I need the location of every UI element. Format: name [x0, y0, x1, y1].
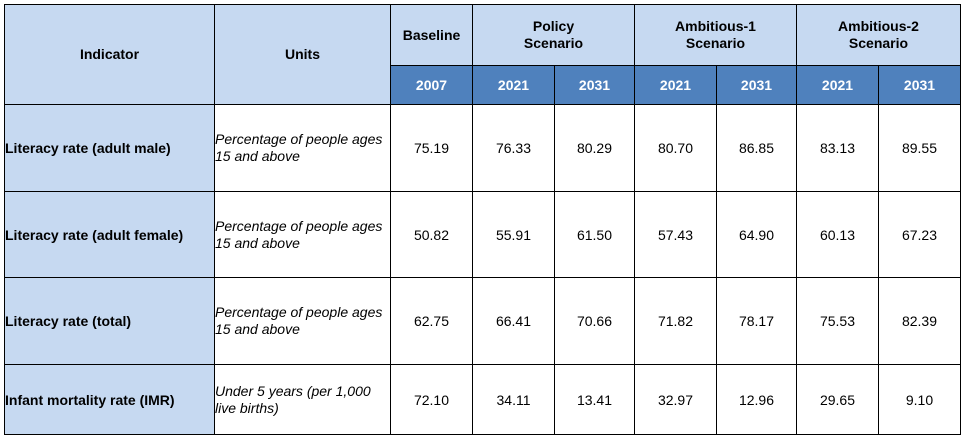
year-header-ambitious2-2021: 2021 — [796, 65, 879, 105]
ambitious-2-scenario-header: Ambitious-2 Scenario — [796, 4, 961, 66]
indicator-cell: Literacy rate (total) — [4, 277, 215, 365]
units-header: Units — [214, 4, 391, 105]
value-cell: 29.65 — [796, 364, 879, 435]
policy-scenario-header: Policy Scenario — [472, 4, 635, 66]
indicator-cell: Literacy rate (adult female) — [4, 191, 215, 278]
value-cell: 82.39 — [878, 277, 961, 365]
year-header-policy-2021: 2021 — [472, 65, 555, 105]
units-cell: Under 5 years (per 1,000 live births) — [214, 364, 391, 435]
value-cell: 55.91 — [472, 191, 555, 278]
units-cell: Percentage of people ages 15 and above — [214, 104, 391, 192]
value-cell: 50.82 — [390, 191, 473, 278]
indicator-table: Indicator Units Baseline Policy Scenario… — [4, 4, 961, 435]
table-row: Infant mortality rate (IMR) Under 5 year… — [4, 364, 961, 435]
value-cell: 76.33 — [472, 104, 555, 192]
ambitious-2-scenario-label: Ambitious-2 Scenario — [838, 18, 919, 51]
indicator-cell: Infant mortality rate (IMR) — [4, 364, 215, 435]
value-cell: 83.13 — [796, 104, 879, 192]
units-cell: Percentage of people ages 15 and above — [214, 191, 391, 278]
year-header-ambitious1-2021: 2021 — [634, 65, 717, 105]
year-header-ambitious1-2031: 2031 — [716, 65, 797, 105]
value-cell: 80.70 — [634, 104, 717, 192]
value-cell: 12.96 — [716, 364, 797, 435]
value-cell: 70.66 — [554, 277, 635, 365]
year-header-ambitious2-2031: 2031 — [878, 65, 961, 105]
value-cell: 13.41 — [554, 364, 635, 435]
table-row: Literacy rate (total) Percentage of peop… — [4, 277, 961, 365]
baseline-header: Baseline — [390, 4, 473, 66]
year-header-policy-2031: 2031 — [554, 65, 635, 105]
units-cell: Percentage of people ages 15 and above — [214, 277, 391, 365]
value-cell: 67.23 — [878, 191, 961, 278]
value-cell: 62.75 — [390, 277, 473, 365]
value-cell: 71.82 — [634, 277, 717, 365]
table-row: Literacy rate (adult male) Percentage of… — [4, 104, 961, 192]
value-cell: 66.41 — [472, 277, 555, 365]
indicator-cell: Literacy rate (adult male) — [4, 104, 215, 192]
value-cell: 80.29 — [554, 104, 635, 192]
value-cell: 86.85 — [716, 104, 797, 192]
ambitious-1-scenario-label: Ambitious-1 Scenario — [675, 18, 756, 51]
value-cell: 57.43 — [634, 191, 717, 278]
policy-scenario-label: Policy Scenario — [523, 18, 584, 51]
value-cell: 9.10 — [878, 364, 961, 435]
value-cell: 32.97 — [634, 364, 717, 435]
value-cell: 64.90 — [716, 191, 797, 278]
value-cell: 89.55 — [878, 104, 961, 192]
value-cell: 34.11 — [472, 364, 555, 435]
year-header-baseline-2007: 2007 — [390, 65, 473, 105]
value-cell: 72.10 — [390, 364, 473, 435]
value-cell: 78.17 — [716, 277, 797, 365]
table-row: Literacy rate (adult female) Percentage … — [4, 191, 961, 278]
value-cell: 61.50 — [554, 191, 635, 278]
ambitious-1-scenario-header: Ambitious-1 Scenario — [634, 4, 797, 66]
value-cell: 60.13 — [796, 191, 879, 278]
value-cell: 75.53 — [796, 277, 879, 365]
indicator-header: Indicator — [4, 4, 215, 105]
value-cell: 75.19 — [390, 104, 473, 192]
